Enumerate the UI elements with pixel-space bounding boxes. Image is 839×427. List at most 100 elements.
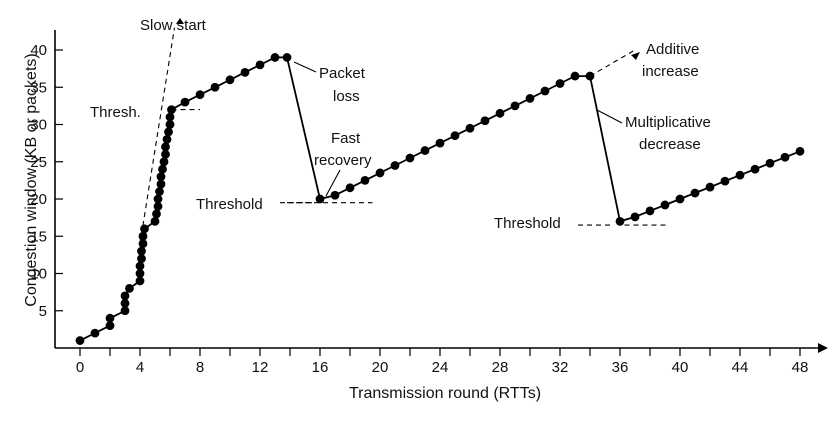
data-point xyxy=(555,79,565,88)
x-tick-label: 0 xyxy=(76,359,84,376)
y-tick-label: 25 xyxy=(30,154,47,171)
data-point xyxy=(690,188,700,198)
y-tick-label: 30 xyxy=(30,117,47,134)
data-point xyxy=(164,127,173,137)
annotation-additive-line1: Additive xyxy=(646,41,699,58)
data-point xyxy=(390,161,400,170)
data-point xyxy=(375,168,385,178)
data-point xyxy=(140,224,149,234)
data-point xyxy=(125,284,134,293)
data-point xyxy=(675,194,685,204)
data-point xyxy=(195,90,205,100)
data-point xyxy=(570,71,580,81)
data-point xyxy=(510,101,520,111)
data-point xyxy=(137,254,146,263)
data-point xyxy=(630,212,640,222)
data-point xyxy=(161,149,170,159)
data-point xyxy=(420,146,430,155)
x-tick-label: 48 xyxy=(792,359,809,376)
annotation-thresh-short: Thresh. xyxy=(90,104,141,121)
x-tick-label: 4 xyxy=(136,359,144,376)
data-point xyxy=(120,291,130,301)
data-point xyxy=(159,157,169,167)
data-point xyxy=(255,60,265,70)
x-tick-label: 24 xyxy=(432,359,449,376)
y-tick-label: 15 xyxy=(30,228,47,245)
fast-recovery-pointer xyxy=(325,169,341,197)
data-point xyxy=(345,183,355,193)
y-tick-label: 5 xyxy=(39,303,47,320)
x-tick-label: 40 xyxy=(672,359,689,376)
data-point xyxy=(360,175,370,185)
data-point xyxy=(138,231,148,241)
data-point xyxy=(330,190,340,200)
data-point xyxy=(705,182,715,192)
data-point xyxy=(495,108,505,118)
x-tick-label: 16 xyxy=(312,359,329,376)
data-point xyxy=(765,158,775,168)
data-point xyxy=(210,82,220,92)
data-point xyxy=(165,120,175,129)
data-point xyxy=(138,239,148,249)
data-point xyxy=(240,67,250,77)
additive-increase-extension xyxy=(589,49,636,77)
data-point xyxy=(270,53,280,62)
additive-arrowhead xyxy=(631,52,640,60)
data-point xyxy=(615,216,625,226)
data-point xyxy=(405,153,415,163)
data-point xyxy=(135,269,145,278)
data-point xyxy=(105,313,115,323)
data-point xyxy=(155,187,164,196)
data-point xyxy=(720,176,730,186)
data-point xyxy=(795,146,805,156)
annotation-packet-loss-line1: Packet xyxy=(319,65,366,82)
x-tick-label: 12 xyxy=(252,359,269,376)
y-tick-label: 40 xyxy=(30,42,47,59)
data-point xyxy=(150,216,160,226)
series-layer xyxy=(75,53,805,345)
x-tick-label: 36 xyxy=(612,359,629,376)
data-point xyxy=(180,97,190,107)
data-point xyxy=(120,306,130,316)
data-point xyxy=(750,164,760,174)
data-point xyxy=(156,172,166,182)
y-tick-label: 20 xyxy=(30,191,47,208)
x-tick-label: 28 xyxy=(492,359,509,376)
x-tick-label: 8 xyxy=(196,359,204,376)
data-point xyxy=(158,164,167,174)
data-point xyxy=(167,105,176,114)
x-tick-label: 32 xyxy=(552,359,569,376)
annotation-guides xyxy=(139,18,670,244)
data-point xyxy=(162,135,172,144)
annotation-fast-recovery-line1: Fast xyxy=(331,130,361,147)
data-point xyxy=(435,138,445,148)
data-point xyxy=(282,53,292,62)
data-point xyxy=(315,194,325,204)
x-axis-arrowhead xyxy=(818,343,828,353)
data-point xyxy=(525,94,535,103)
data-point xyxy=(156,179,166,189)
data-point xyxy=(735,170,745,180)
annotation-fast-recovery-line2: recovery xyxy=(314,152,372,169)
data-point xyxy=(153,194,163,204)
y-tick-label: 10 xyxy=(30,266,47,283)
annotation-multiplicative-line1: Multiplicative xyxy=(625,114,711,131)
annotation-threshold-second: Threshold xyxy=(494,215,561,232)
data-point xyxy=(105,321,115,331)
data-point xyxy=(75,336,85,345)
data-point xyxy=(120,298,130,308)
x-tick-label: 44 xyxy=(732,359,749,376)
annotation-additive-line2: increase xyxy=(642,63,699,80)
data-point xyxy=(90,328,100,338)
data-point xyxy=(585,71,595,81)
y-axis-title: Congestion window (KB or packets) xyxy=(23,53,40,306)
data-point xyxy=(153,202,163,211)
data-point xyxy=(480,116,490,126)
slow-start-extension-line xyxy=(139,27,176,244)
annotation-multiplicative-line2: decrease xyxy=(639,136,701,153)
data-point xyxy=(165,112,175,122)
data-point xyxy=(465,123,475,133)
data-point xyxy=(450,131,460,141)
